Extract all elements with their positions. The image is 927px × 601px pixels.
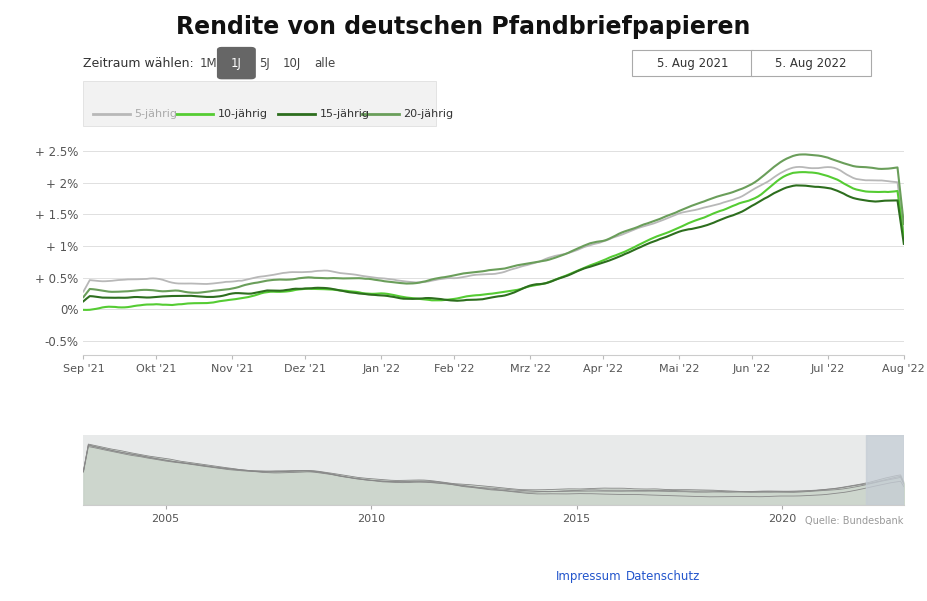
Text: 5-jährig: 5-jährig: [134, 109, 177, 119]
Text: alle: alle: [314, 56, 335, 70]
Text: Rendite von deutschen Pfandbriefpapieren: Rendite von deutschen Pfandbriefpapieren: [176, 15, 751, 39]
Text: von: von: [649, 56, 672, 70]
Text: verfügbare Laufzeiten: verfügbare Laufzeiten: [93, 87, 216, 97]
Text: bis: bis: [762, 56, 780, 70]
Text: 20-jährig: 20-jährig: [403, 109, 453, 119]
Text: 5. Aug 2021: 5. Aug 2021: [656, 56, 729, 70]
Text: 5. Aug 2022: 5. Aug 2022: [775, 56, 847, 70]
Text: Zeitraum wählen:: Zeitraum wählen:: [83, 56, 194, 70]
Text: Quelle: Bundesbank: Quelle: Bundesbank: [806, 516, 904, 526]
Text: 15-jährig: 15-jährig: [320, 109, 370, 119]
Text: Impressum: Impressum: [556, 570, 622, 583]
Text: 5J: 5J: [259, 56, 270, 70]
Text: 1J: 1J: [231, 56, 242, 70]
Text: Datenschutz: Datenschutz: [626, 570, 700, 583]
Text: 10-jährig: 10-jährig: [218, 109, 268, 119]
Text: 10J: 10J: [283, 56, 301, 70]
Text: 1M: 1M: [199, 56, 218, 70]
Bar: [866, 435, 904, 505]
